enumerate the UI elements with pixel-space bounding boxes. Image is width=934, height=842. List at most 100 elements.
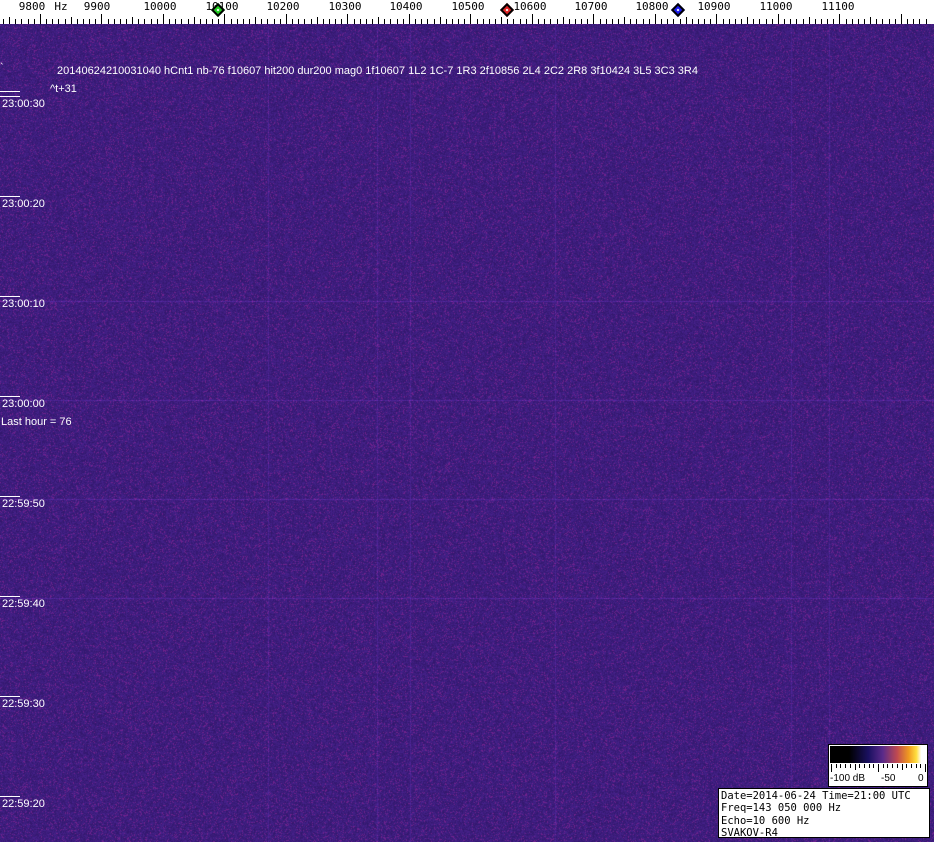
scale-tick — [304, 19, 305, 24]
scale-tick — [901, 14, 902, 24]
scale-tick — [397, 19, 398, 24]
scale-tick — [852, 19, 853, 24]
scale-tick — [83, 19, 84, 24]
scale-tick — [876, 19, 877, 24]
scale-tick — [538, 19, 539, 24]
scale-tick — [206, 19, 207, 24]
scale-tick — [329, 19, 330, 24]
scale-tick — [77, 19, 78, 24]
frequency-scale[interactable]: 9800 Hz 9900 10000 10100 10200 10300 104… — [0, 0, 934, 24]
caret-mark: ` — [0, 62, 4, 74]
scale-tick — [163, 14, 164, 24]
scale-tick — [839, 14, 840, 24]
scale-tick — [292, 19, 293, 24]
time-marker-line — [0, 91, 20, 92]
time-label: 22:59:30 — [2, 698, 45, 710]
freq-unit-label: Hz — [54, 0, 67, 13]
time-marker-line — [0, 96, 20, 97]
scale-tick — [46, 19, 47, 24]
scale-tick — [680, 19, 681, 24]
scale-tick — [15, 19, 16, 24]
scale-tick — [723, 19, 724, 24]
scale-tick — [772, 19, 773, 24]
scale-tick — [323, 19, 324, 24]
scale-tick — [452, 19, 453, 24]
scale-tick — [766, 19, 767, 24]
scale-tick — [803, 19, 804, 24]
time-offset-label: ^t+31 — [50, 83, 77, 95]
color-scale-tick — [883, 764, 884, 768]
scale-tick — [821, 19, 822, 24]
color-scale-tick — [897, 764, 898, 768]
scale-tick — [618, 19, 619, 24]
scale-tick — [913, 19, 914, 24]
scale-tick — [741, 19, 742, 24]
frequency: Freq=143 050 000 Hz — [721, 802, 927, 814]
scale-tick — [784, 19, 785, 24]
scale-tick — [286, 14, 287, 24]
freq-tick-label: 11000 — [759, 0, 792, 13]
scale-tick — [513, 19, 514, 24]
scale-tick — [501, 17, 502, 24]
scale-tick — [698, 19, 699, 24]
scale-tick — [729, 19, 730, 24]
color-scale-label: 0 — [918, 773, 924, 784]
scale-tick — [895, 19, 896, 24]
scale-tick — [612, 19, 613, 24]
color-scale-tick — [916, 764, 917, 768]
scale-tick — [366, 19, 367, 24]
scale-tick — [649, 19, 650, 24]
color-scale-tick — [911, 764, 912, 768]
freq-tick-label: 10000 — [143, 0, 176, 13]
scale-tick — [280, 19, 281, 24]
freq-tick-label: 10700 — [574, 0, 607, 13]
color-scale-tick — [906, 764, 907, 768]
scale-tick — [157, 19, 158, 24]
scale-tick — [815, 19, 816, 24]
scale-tick — [335, 19, 336, 24]
freq-tick-label: 10300 — [328, 0, 361, 13]
color-scale-label: -100 dB — [830, 773, 865, 784]
scale-tick — [261, 19, 262, 24]
scale-tick — [833, 19, 834, 24]
detection-info-line: 20140624210031040 hCnt1 nb-76 f10607 hit… — [57, 65, 698, 77]
scale-tick — [483, 19, 484, 24]
color-scale-tick — [864, 764, 865, 768]
freq-tick-label: 10900 — [697, 0, 730, 13]
scale-tick — [827, 19, 828, 24]
scale-tick — [796, 19, 797, 24]
scale-tick — [870, 17, 871, 24]
scale-tick — [58, 19, 59, 24]
scale-tick — [138, 19, 139, 24]
time-marker-line — [0, 296, 20, 297]
color-scale-tick — [850, 764, 851, 768]
scale-tick — [575, 19, 576, 24]
scale-tick — [274, 19, 275, 24]
scale-tick — [218, 19, 219, 24]
scale-tick — [704, 19, 705, 24]
scale-tick — [790, 19, 791, 24]
red-frequency-marker[interactable] — [500, 3, 514, 17]
time-marker-line — [0, 496, 20, 497]
scale-tick — [175, 19, 176, 24]
scale-tick — [224, 14, 225, 24]
scale-tick — [600, 19, 601, 24]
scale-tick — [243, 19, 244, 24]
color-scale-tick — [878, 764, 879, 772]
time-label: 23:00:00 — [2, 398, 45, 410]
scale-tick — [919, 19, 920, 24]
scale-tick — [3, 19, 4, 24]
color-scale-tick — [873, 764, 874, 768]
blue-frequency-marker[interactable] — [671, 3, 685, 17]
scale-tick — [21, 19, 22, 24]
scale-tick — [636, 19, 637, 24]
color-scale-tick — [869, 764, 870, 768]
scale-tick — [557, 19, 558, 24]
time-marker-line — [0, 696, 20, 697]
time-marker-line — [0, 396, 20, 397]
scale-tick — [778, 14, 779, 24]
scale-tick — [317, 17, 318, 24]
scale-tick — [378, 17, 379, 24]
scale-tick — [298, 19, 299, 24]
scale-tick — [126, 19, 127, 24]
